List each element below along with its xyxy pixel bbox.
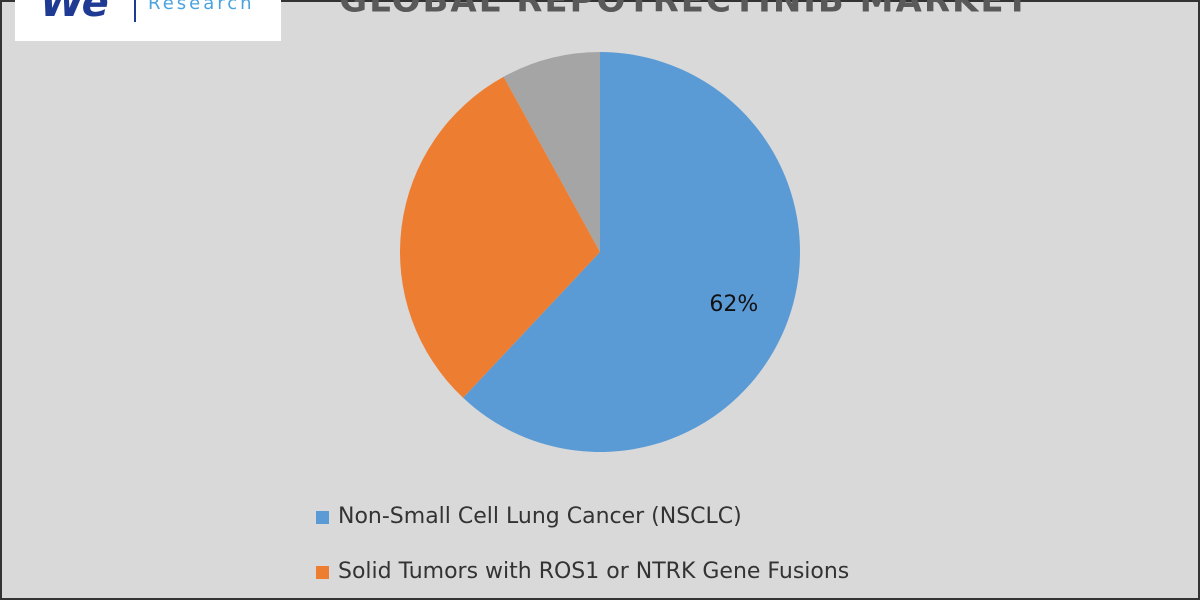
legend-label: Non-Small Cell Lung Cancer (NSCLC) xyxy=(338,504,742,529)
logo-box xyxy=(15,0,281,41)
logo-mark: We xyxy=(40,0,109,26)
legend-swatch xyxy=(316,511,329,524)
pie-slice xyxy=(463,52,801,452)
pie-slice xyxy=(503,52,600,252)
legend-label: Solid Tumors with ROS1 or NTRK Gene Fusi… xyxy=(338,559,849,584)
chart-title: GLOBAL REPOTRECTINIB MARKET xyxy=(339,0,1031,21)
logo-text: Research xyxy=(148,0,255,14)
legend-swatch xyxy=(316,566,329,579)
pie-slice xyxy=(399,76,600,398)
data-label: 62% xyxy=(709,292,758,317)
